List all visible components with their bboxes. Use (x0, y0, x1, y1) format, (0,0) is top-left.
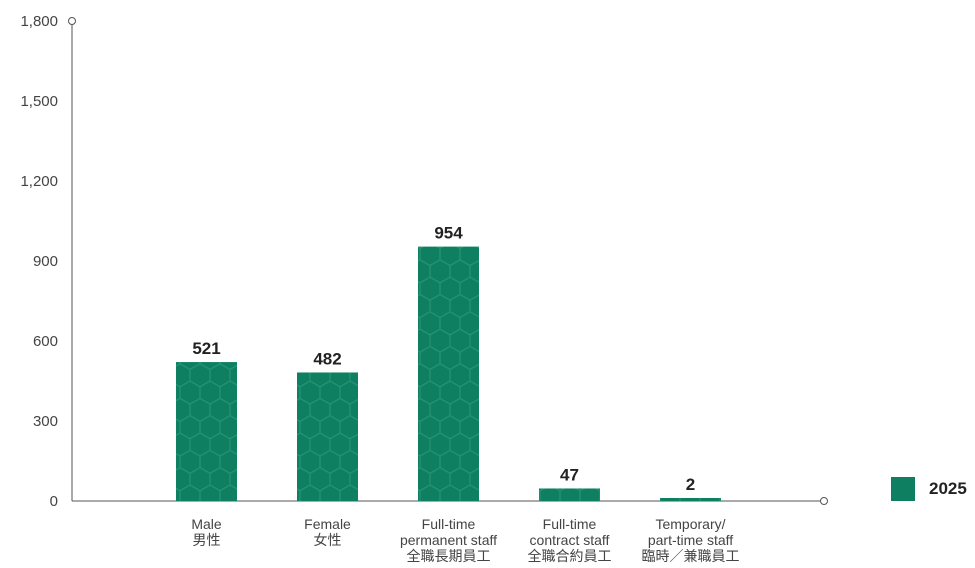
y-tick-label: 900 (33, 253, 58, 270)
y-tick-label: 600 (33, 333, 58, 350)
bar (418, 246, 479, 501)
y-axis-end-marker (68, 17, 76, 25)
x-tick-label: Female 女性 (258, 516, 398, 548)
x-axis-end-marker (820, 497, 828, 505)
data-label: 482 (313, 349, 341, 368)
x-tick-label: Full-time contract staff 全職合約員工 (500, 516, 640, 564)
data-label: 954 (434, 224, 463, 243)
x-tick-label-line: Female (304, 516, 351, 532)
x-tick-label-line: Male (191, 516, 222, 532)
x-tick-label-line: Full-time (421, 516, 476, 532)
x-tick-label-line: Temporary/ (655, 516, 726, 532)
x-tick-label-line: Full-time (542, 516, 597, 532)
x-tick-label-line: part-time staff (647, 532, 734, 548)
y-tick-label: 1,500 (20, 93, 58, 110)
bar (539, 488, 600, 501)
bar (297, 372, 358, 501)
data-label: 521 (192, 339, 220, 358)
x-tick-label: Male 男性 (137, 516, 277, 548)
data-label: 47 (560, 465, 579, 484)
x-tick-label-line: 全職合約員工 (527, 548, 612, 564)
legend-swatch (891, 477, 915, 501)
bars (176, 246, 721, 501)
legend: 2025 (891, 477, 967, 501)
x-tick-label-line: 全職長期員工 (406, 548, 491, 564)
x-tick-label-line: contract staff (529, 532, 610, 548)
x-tick-label-line: 臨時／兼職員工 (641, 548, 740, 564)
x-tick-label: Temporary/part-time staff 臨時／兼職員工 (621, 516, 761, 564)
y-tick-label: 300 (33, 413, 58, 430)
x-tick-label-line: 女性 (313, 532, 342, 548)
y-tick-label: 1,800 (20, 13, 58, 30)
x-tick-label-line: 男性 (192, 532, 221, 548)
labels: 521 482 954 47 2 (192, 224, 695, 494)
y-tick-label: 0 (50, 493, 58, 510)
x-tick-label: Full-time permanent staff 全職長期員工 (379, 516, 519, 564)
y-tick-label: 1,200 (20, 173, 58, 190)
x-tick-label-line: permanent staff (399, 532, 498, 548)
legend-label: 2025 (929, 479, 967, 498)
bar (660, 498, 721, 501)
data-label: 2 (686, 475, 695, 494)
bar (176, 362, 237, 501)
